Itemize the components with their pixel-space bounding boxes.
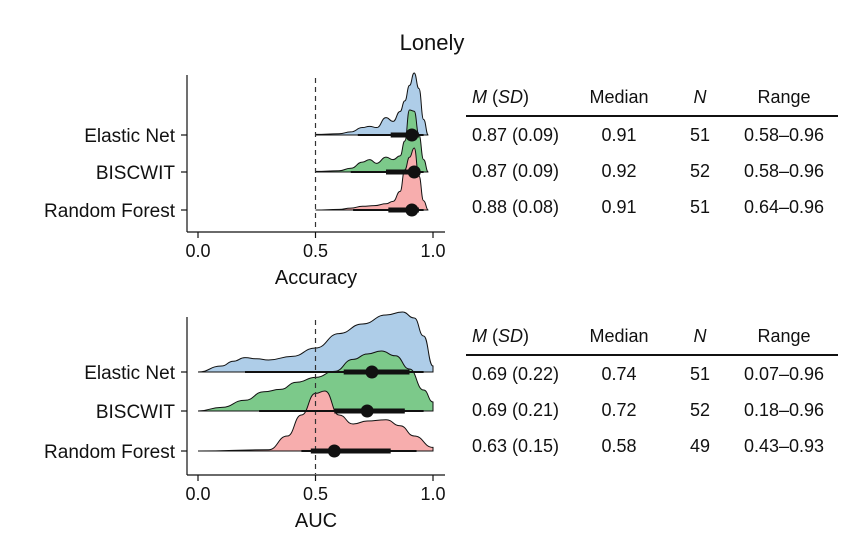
median-point xyxy=(360,404,374,418)
median-point xyxy=(365,365,379,379)
x-tick-label: 0.5 xyxy=(303,241,328,261)
y-tick-label: BISCWIT xyxy=(96,163,176,184)
median-point xyxy=(407,165,421,179)
density-random-forest xyxy=(315,147,429,211)
header-mean-sd: M (SD) xyxy=(472,86,530,107)
cell-range: 0.58–0.96 xyxy=(743,124,825,145)
y-tick-label: BISCWIT xyxy=(96,402,176,423)
header-n: N xyxy=(693,86,707,107)
y-tick-label: Random Forest xyxy=(44,201,176,222)
median-point xyxy=(405,128,419,142)
cell-range: 0.07–0.96 xyxy=(743,363,825,384)
cell-mean-sd: 0.63 (0.15) xyxy=(472,435,560,456)
y-tick-label: Elastic Net xyxy=(84,363,176,384)
x-tick-label: 0.0 xyxy=(185,241,210,261)
cell-median: 0.92 xyxy=(601,160,637,181)
cell-mean-sd: 0.87 (0.09) xyxy=(472,160,560,181)
stats-table-auc: M (SD) Median N Range 0.69 (0.22) 0.74 5… xyxy=(466,321,838,464)
y-tick-label: Elastic Net xyxy=(84,126,176,147)
panel-auc: Elastic Net BISCWIT Random Forest 0.0 0.5 1.0… xyxy=(44,311,446,532)
x-tick-label: 0.0 xyxy=(185,484,210,504)
table-row: 0.69 (0.22) 0.74 51 0.07–0.96 xyxy=(466,355,838,392)
x-tick-label: 0.5 xyxy=(303,484,328,504)
cell-median: 0.91 xyxy=(601,124,637,145)
x-tick-label: 1.0 xyxy=(420,241,445,261)
x-tick-label: 1.0 xyxy=(420,484,445,504)
cell-range: 0.58–0.96 xyxy=(743,160,825,181)
header-range: Range xyxy=(757,325,811,346)
header-mean-sd: M (SD) xyxy=(472,325,530,346)
table-row: 0.87 (0.09) 0.91 51 0.58–0.96 xyxy=(466,116,838,153)
cell-mean-sd: 0.69 (0.21) xyxy=(472,399,560,420)
cell-median: 0.74 xyxy=(601,363,637,384)
table-row: 0.87 (0.09) 0.92 52 0.58–0.96 xyxy=(466,153,838,189)
header-range: Range xyxy=(757,86,811,107)
cell-n: 52 xyxy=(689,160,711,181)
figure-title: Lonely xyxy=(399,30,465,55)
median-point xyxy=(327,444,341,458)
table-row: 0.63 (0.15) 0.58 49 0.43–0.93 xyxy=(466,428,838,464)
cell-median: 0.58 xyxy=(601,435,637,456)
cell-n: 51 xyxy=(689,196,711,217)
cell-mean-sd: 0.69 (0.22) xyxy=(472,363,560,384)
table-row: 0.69 (0.21) 0.72 52 0.18–0.96 xyxy=(466,392,838,428)
stats-table-accuracy: M (SD) Median N Range 0.87 (0.09) 0.91 5… xyxy=(466,82,838,225)
cell-mean-sd: 0.87 (0.09) xyxy=(472,124,560,145)
y-tick-label: Random Forest xyxy=(44,442,176,463)
x-axis-label: AUC xyxy=(295,510,337,532)
table-row: 0.88 (0.08) 0.91 51 0.64–0.96 xyxy=(466,189,838,225)
header-median: Median xyxy=(589,325,649,346)
cell-range: 0.43–0.93 xyxy=(743,435,825,456)
density-biscwit xyxy=(315,109,429,173)
x-axis-label: Accuracy xyxy=(275,267,357,289)
cell-range: 0.18–0.96 xyxy=(743,399,825,420)
cell-n: 52 xyxy=(689,399,711,420)
panel-accuracy: Elastic Net BISCWIT Random Forest 0.0 0.5 1.0… xyxy=(44,72,446,289)
cell-median: 0.91 xyxy=(601,196,637,217)
median-point xyxy=(405,203,419,217)
header-n: N xyxy=(693,325,707,346)
header-median: Median xyxy=(589,86,649,107)
cell-mean-sd: 0.88 (0.08) xyxy=(472,196,560,217)
cell-n: 49 xyxy=(689,435,711,456)
cell-n: 51 xyxy=(689,124,711,145)
density-elastic-net xyxy=(315,72,429,136)
cell-median: 0.72 xyxy=(601,399,637,420)
cell-n: 51 xyxy=(689,363,711,384)
cell-range: 0.64–0.96 xyxy=(743,196,825,217)
